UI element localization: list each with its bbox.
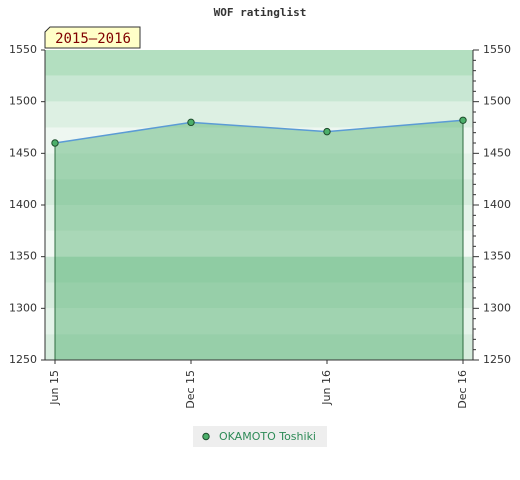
point [459, 116, 467, 124]
background-band [45, 179, 473, 205]
y2-tick-label: 1500 [483, 95, 511, 108]
period-label: 2015–2016 [55, 31, 131, 47]
y2-tick-label: 1450 [483, 146, 511, 159]
y2-tick-label: 1300 [483, 301, 511, 314]
background-band [45, 101, 473, 128]
legend-marker [202, 432, 210, 441]
y-tick-label: 1450 [9, 146, 37, 159]
y-tick-label: 1400 [9, 198, 37, 211]
legend-box [193, 426, 327, 447]
y-tick-label: 1350 [9, 250, 37, 263]
area [55, 120, 463, 361]
background-band [45, 308, 473, 335]
background-band [45, 75, 473, 102]
point [323, 127, 331, 136]
line [54, 119, 464, 144]
legend-label: OKAMOTO Toshiki [219, 430, 316, 443]
x-tick-label: Jun 15 [48, 370, 61, 406]
background-band [45, 205, 473, 231]
background-band [45, 230, 473, 257]
x-tick-label: Jun 16 [320, 370, 333, 406]
y2-tick-label: 1350 [483, 250, 511, 263]
background-band [45, 127, 473, 154]
point [51, 139, 59, 147]
y-tick-label: 1250 [9, 353, 37, 366]
background-band [45, 50, 473, 76]
period-box [44, 26, 141, 49]
y-tick-label: 1500 [9, 95, 37, 108]
x-tick-label: Dec 15 [184, 370, 197, 409]
x-tick-label: Dec 16 [456, 370, 469, 409]
background-band [45, 334, 473, 360]
y2-tick-label: 1400 [483, 198, 511, 211]
background-band [45, 256, 473, 283]
background-band [45, 282, 473, 309]
chart-title: WOF ratinglist [214, 6, 307, 19]
background-band [45, 153, 473, 180]
y2-tick-label: 1550 [483, 43, 511, 56]
y2-tick-label: 1250 [483, 353, 511, 366]
point [187, 118, 195, 127]
y-tick-label: 1550 [9, 43, 37, 56]
y-tick-label: 1300 [9, 301, 37, 314]
